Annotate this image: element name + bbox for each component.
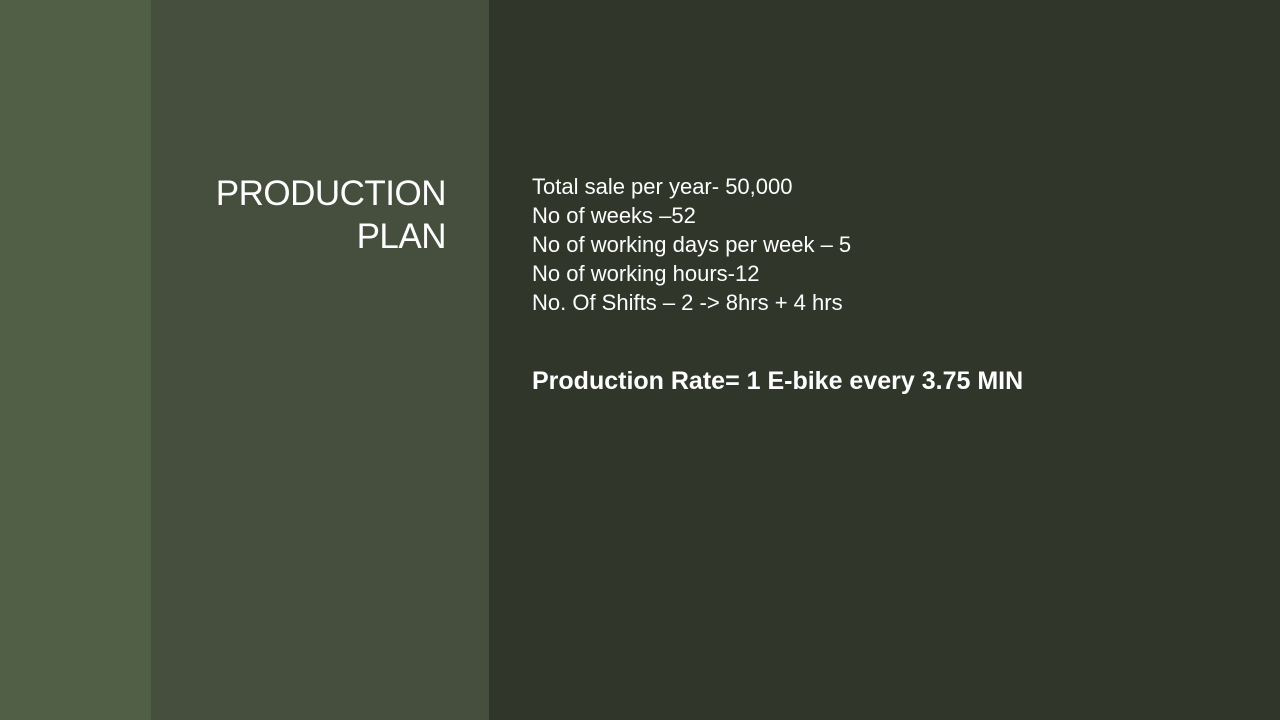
fact-working-hours: No of working hours-12 — [532, 261, 760, 286]
decorative-band-middle — [151, 0, 489, 720]
decorative-band-left — [0, 0, 151, 720]
fact-total-sale: Total sale per year- 50,000 — [532, 174, 793, 199]
production-rate: Production Rate= 1 E-bike every 3.75 MIN — [532, 367, 1024, 395]
slide-title-line-2: PLAN — [356, 217, 447, 256]
content-panel — [489, 0, 1280, 720]
fact-working-days: No of working days per week – 5 — [532, 232, 852, 257]
production-facts-list: Total sale per year- 50,000 No of weeks … — [532, 172, 851, 317]
fact-shifts: No. Of Shifts – 2 -> 8hrs + 4 hrs — [532, 290, 843, 315]
slide-title-line-1: PRODUCTION — [215, 174, 447, 213]
fact-weeks: No of weeks –52 — [532, 203, 696, 228]
slide-title: PRODUCTION PLAN — [166, 172, 447, 258]
